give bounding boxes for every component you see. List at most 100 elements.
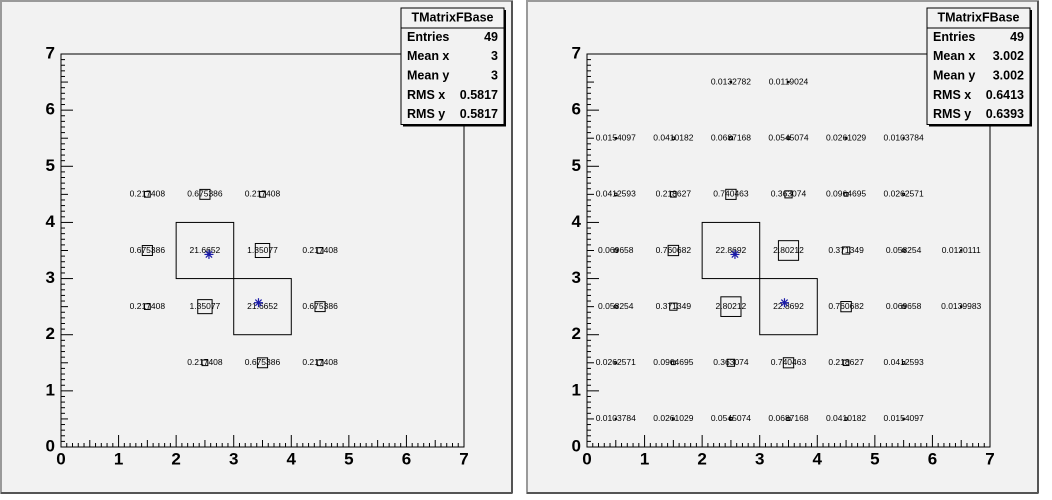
cell-box	[316, 359, 324, 367]
stats-value: 3.002	[993, 69, 1024, 83]
stats-label: RMS y	[933, 107, 971, 121]
cell-label: 0.069658	[598, 245, 634, 255]
cell-box	[725, 188, 737, 200]
y-tick-label: 4	[46, 212, 56, 231]
cell-box	[175, 221, 235, 280]
cell-label: 0.0119024	[769, 76, 809, 86]
cell-label: 0.760682	[656, 245, 692, 255]
cell-box	[960, 305, 963, 308]
cell-label: 0.058254	[886, 245, 922, 255]
cell-box	[840, 301, 852, 313]
cell-box	[143, 303, 151, 310]
cell-label: 0.0687168	[711, 132, 751, 142]
cell-label: 0.069658	[886, 301, 922, 311]
cell-label: 0.0139983	[941, 301, 981, 311]
cell-label: 0.058254	[598, 301, 634, 311]
y-tick-label: 3	[572, 268, 581, 287]
stats-label: Entries	[933, 30, 975, 44]
cell-label: 0.0545074	[768, 132, 808, 142]
cell-label: 0.675386	[302, 301, 338, 311]
cell-box	[614, 417, 617, 421]
cell-box	[784, 190, 793, 199]
cell-label: 0.217408	[302, 245, 338, 255]
x-tick-label: 3	[755, 449, 764, 468]
cell-box	[901, 248, 906, 253]
stats-value: 49	[484, 30, 498, 44]
cell-label: 0.0103784	[884, 132, 924, 142]
cell-box	[786, 136, 791, 141]
cell-box	[671, 136, 676, 140]
cell-label: 0.0410182	[826, 413, 866, 423]
cell-box	[729, 80, 733, 84]
stats-label: Mean y	[933, 69, 975, 83]
cell-label: 0.0261029	[653, 413, 693, 423]
cell-box	[782, 357, 795, 369]
cell-box	[143, 191, 151, 198]
cell-label: 22.8692	[716, 245, 747, 255]
cell-box	[613, 248, 618, 253]
x-tick-label: 7	[985, 449, 994, 468]
cell-box	[787, 80, 790, 84]
stats-title: TMatrixFBase	[412, 10, 494, 24]
cell-box	[233, 278, 292, 336]
stats-label: RMS x	[933, 88, 971, 102]
stats-value: 0.5817	[460, 88, 498, 102]
cell-box	[669, 302, 678, 311]
cell-label: 0.217408	[130, 301, 166, 311]
x-tick-label: 7	[459, 449, 468, 468]
cell-label: 0.0410182	[653, 132, 693, 142]
x-tick-label: 3	[229, 449, 238, 468]
stats-value: 0.6393	[986, 107, 1024, 121]
cell-box	[614, 136, 618, 140]
cell-label: 0.740463	[713, 189, 749, 199]
x-tick-label: 0	[582, 449, 591, 468]
cell-label: 0.0412593	[884, 357, 924, 367]
y-tick-label: 0	[46, 436, 55, 455]
cell-label: 0.675386	[187, 189, 223, 199]
cell-label: 0.371349	[656, 301, 692, 311]
y-tick-label: 1	[46, 380, 55, 399]
star-marker	[204, 249, 214, 259]
cell-label: 22.8692	[773, 301, 804, 311]
cell-box	[670, 360, 676, 366]
cell-box	[844, 417, 848, 421]
cell-label: 0.217408	[245, 189, 281, 199]
cell-label: 0.0261029	[826, 132, 866, 142]
cell-label: 0.0120111	[942, 245, 981, 255]
y-tick-label: 2	[572, 324, 581, 343]
cell-box	[759, 278, 818, 336]
star-stroke	[780, 299, 789, 307]
cell-box	[259, 191, 266, 198]
cell-box	[728, 136, 734, 141]
x-tick-label: 2	[171, 449, 180, 468]
cell-label: 0.0103784	[596, 413, 636, 423]
cell-box	[197, 299, 213, 315]
y-tick-label: 6	[572, 100, 581, 119]
cell-label: 0.740463	[771, 357, 807, 367]
cell-box	[667, 244, 680, 257]
cell-label: 0.675386	[130, 245, 166, 255]
star-marker	[730, 249, 740, 259]
cell-label: 1.35077	[247, 245, 278, 255]
stats-label: Entries	[407, 30, 449, 44]
cell-label: 2.80212	[773, 245, 804, 255]
cell-box	[842, 359, 850, 367]
cell-box	[902, 417, 905, 421]
x-tick-label: 1	[640, 449, 649, 468]
y-tick-label: 6	[46, 100, 55, 119]
cell-box	[786, 416, 791, 421]
cell-box	[777, 240, 800, 261]
cell-box	[843, 192, 849, 197]
cell-box	[254, 242, 271, 259]
stats-label: Mean x	[933, 49, 975, 63]
x-tick-label: 5	[344, 449, 353, 468]
x-tick-label: 4	[287, 449, 297, 468]
x-tick-label: 5	[870, 449, 879, 468]
stats-value: 0.5817	[460, 107, 498, 121]
cell-label: 0.0545074	[711, 413, 751, 423]
x-tick-label: 2	[697, 449, 706, 468]
cell-box	[901, 361, 906, 365]
y-tick-label: 1	[572, 380, 581, 399]
cell-label: 0.0964695	[826, 189, 866, 199]
